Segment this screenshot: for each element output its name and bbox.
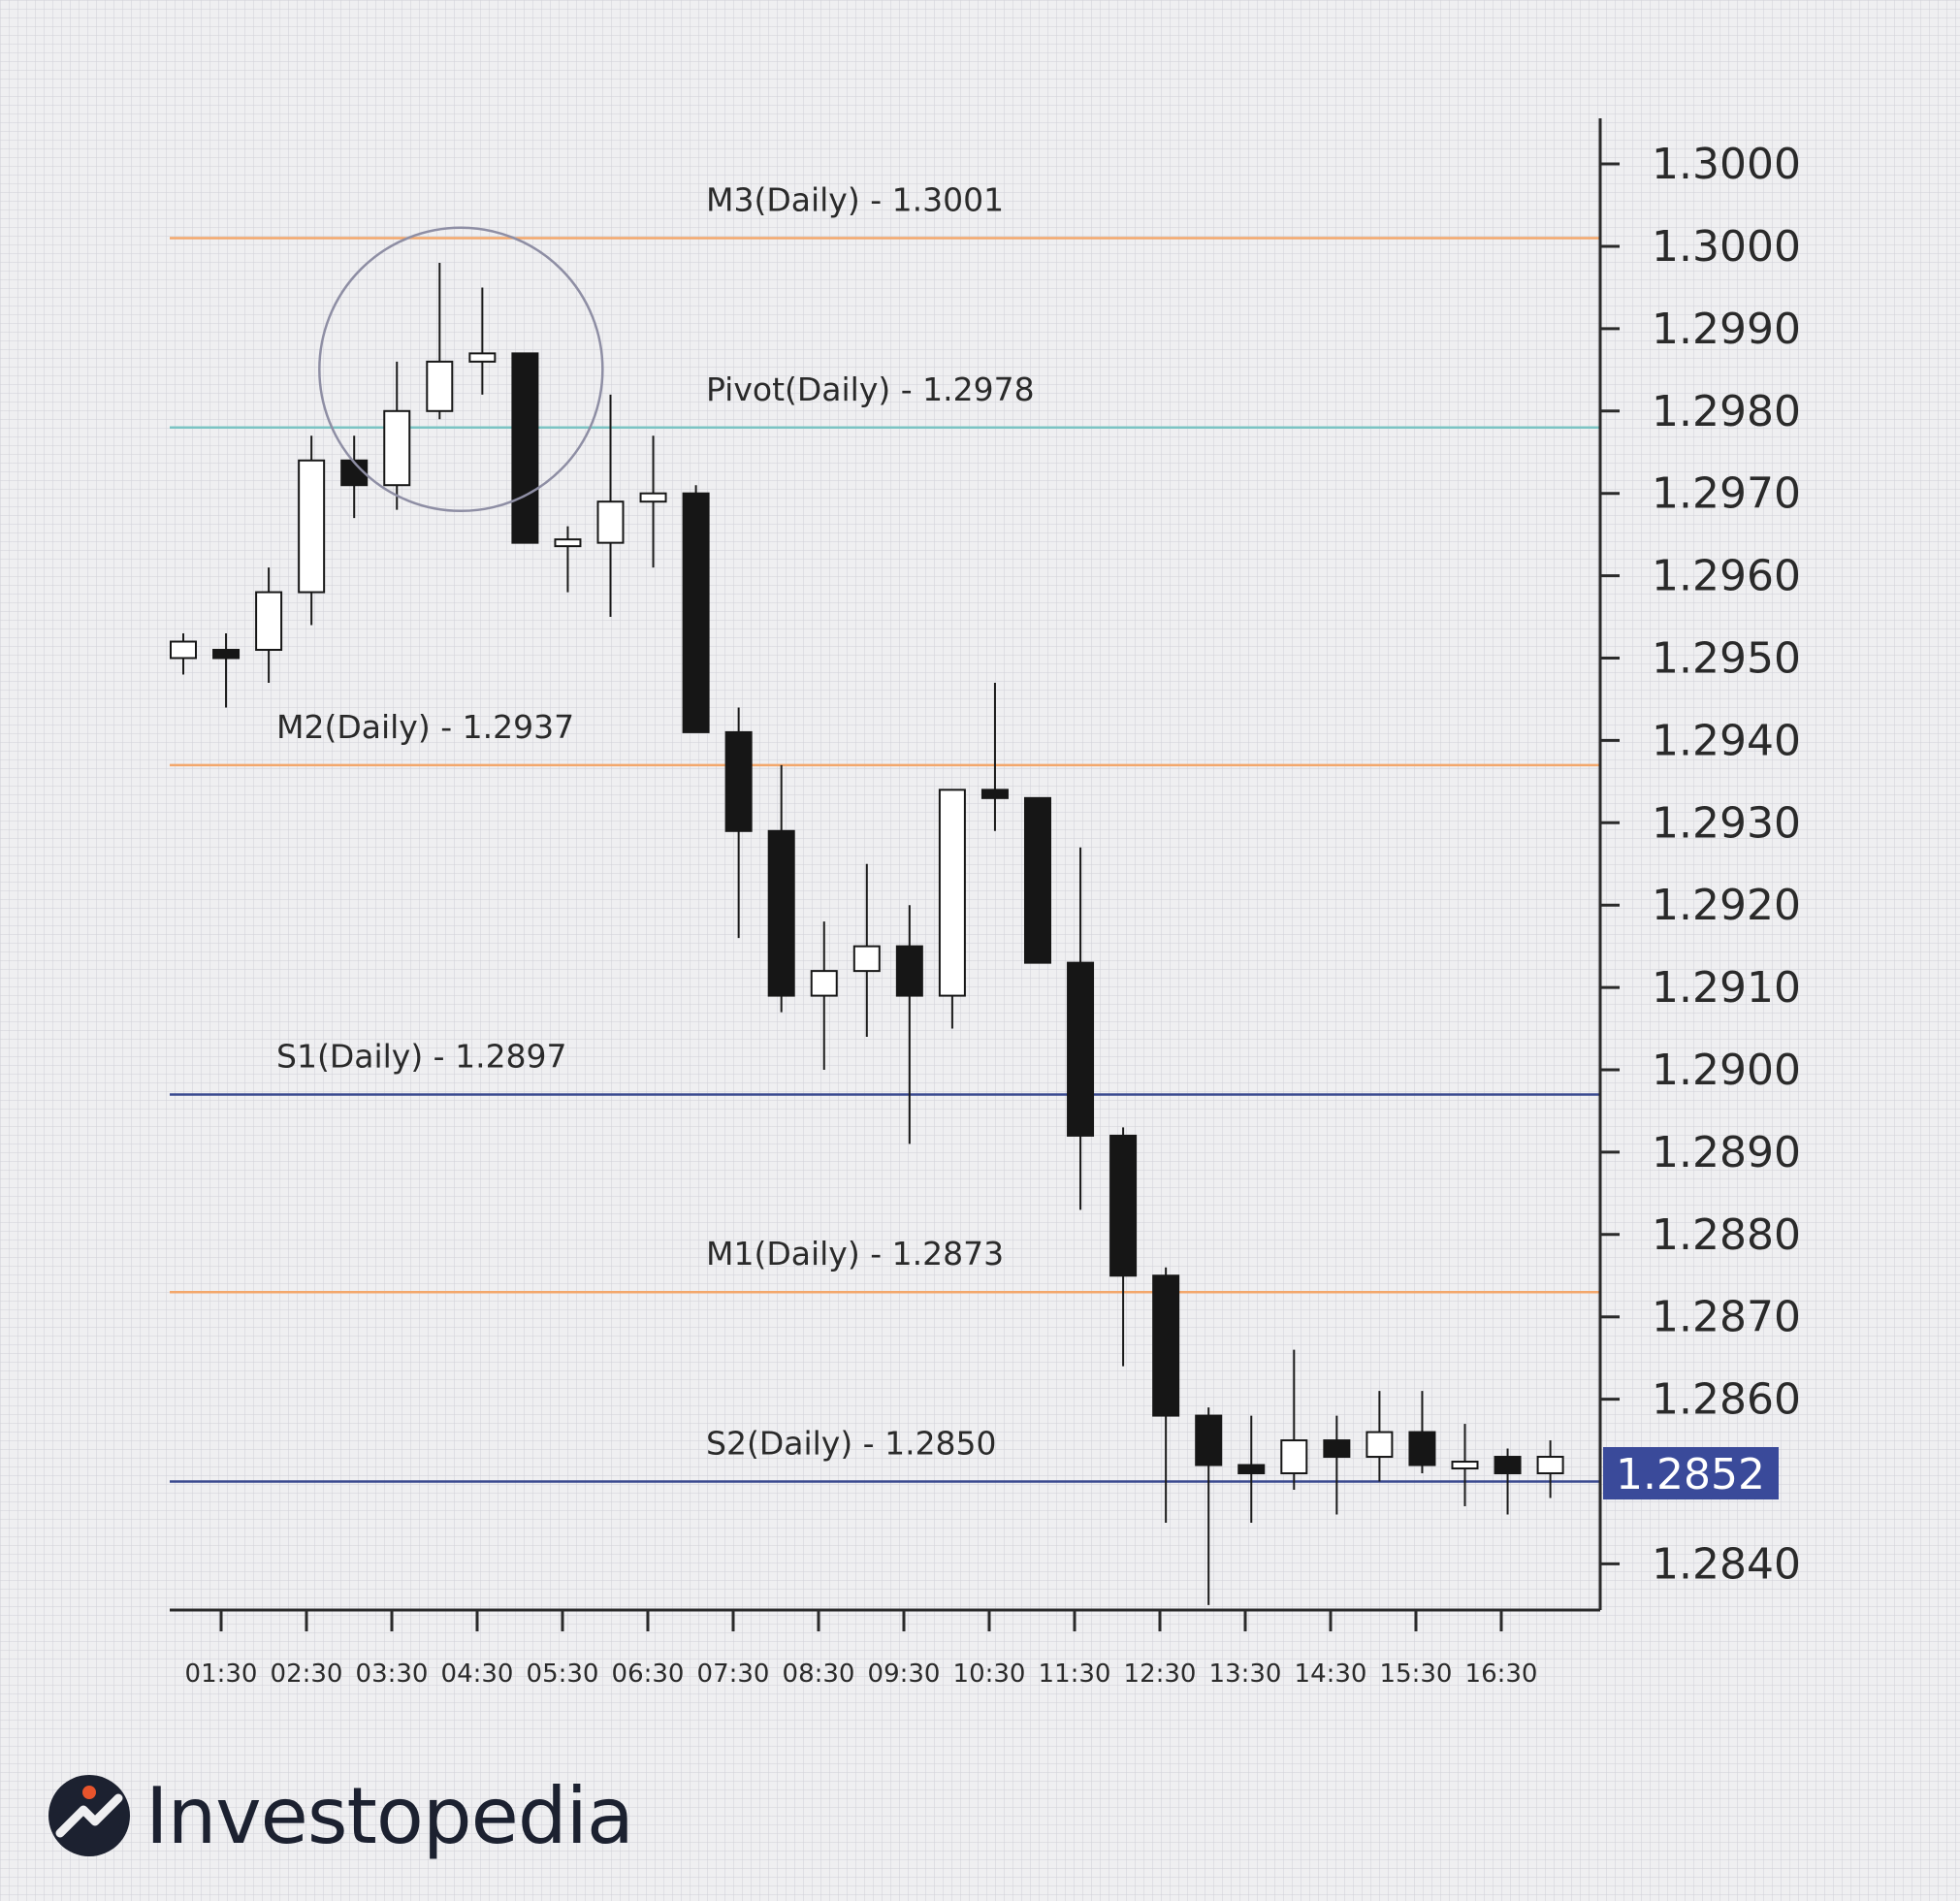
candle-body: [170, 640, 197, 660]
candle-body: [1323, 1439, 1351, 1459]
candle-body: [298, 459, 326, 594]
y-tick-label: 1.2970: [1652, 469, 1801, 519]
brand-name: Investopedia: [145, 1770, 634, 1861]
y-tick-label: 1.2960: [1652, 552, 1801, 601]
candle-body: [1067, 961, 1095, 1137]
level-label: Pivot(Daily) - 1.2978: [706, 371, 1035, 408]
x-tick-label: 12:30: [1124, 1659, 1197, 1689]
candles: [170, 262, 1564, 1605]
candle-body: [1195, 1414, 1223, 1466]
current-price-label: 1.2852: [1616, 1450, 1765, 1499]
x-tick-label: 05:30: [527, 1659, 599, 1689]
investopedia-logo: Investopedia: [47, 1767, 634, 1864]
candle-body: [1366, 1431, 1394, 1459]
candle-body: [596, 500, 625, 544]
candle-body: [980, 789, 1009, 799]
candle-body: [255, 591, 283, 652]
highlight-circle-layer: [318, 226, 604, 513]
candle-body: [1451, 1461, 1479, 1470]
x-tick-label: 07:30: [697, 1659, 770, 1689]
candle-body: [724, 730, 753, 832]
x-tick-label: 10:30: [953, 1659, 1026, 1689]
y-tick-label: 1.3000: [1652, 140, 1801, 189]
x-tick-label: 03:30: [356, 1659, 429, 1689]
x-tick-label: 06:30: [612, 1659, 685, 1689]
y-tick-label: 1.3000: [1652, 222, 1801, 272]
y-tick-label: 1.2940: [1652, 716, 1801, 765]
x-tick-label: 11:30: [1039, 1659, 1111, 1689]
highlight-circle: [318, 226, 604, 513]
candle-body: [810, 970, 838, 997]
level-label: M1(Daily) - 1.2873: [706, 1235, 1004, 1273]
candle-body: [1408, 1431, 1436, 1466]
candle-body: [1494, 1456, 1522, 1475]
candle-body: [895, 945, 923, 997]
candle-body: [468, 352, 497, 363]
y-tick-label: 1.2870: [1652, 1293, 1801, 1342]
x-tick-label: 14:30: [1295, 1659, 1367, 1689]
candle-body: [511, 352, 539, 544]
y-tick-label: 1.2930: [1652, 798, 1801, 848]
level-label: M2(Daily) - 1.2937: [276, 708, 574, 746]
x-tick-label: 13:30: [1209, 1659, 1282, 1689]
y-tick-label: 1.2860: [1652, 1375, 1801, 1425]
axes: 1.3000 1.3000 1.2990 1.2980 1.2970 1.2960 1.29…: [170, 118, 1801, 1689]
candle-body: [639, 492, 667, 503]
y-tick-label: 1.2900: [1652, 1046, 1801, 1095]
candle-body: [1280, 1439, 1308, 1475]
x-tick-label: 04:30: [441, 1659, 514, 1689]
y-tick-label: 1.2950: [1652, 634, 1801, 684]
x-tick-label: 08:30: [783, 1659, 855, 1689]
candle-body: [554, 538, 582, 548]
y-tick-label: 1.2890: [1652, 1128, 1801, 1177]
candle-body: [1024, 796, 1051, 964]
y-tick-label: 1.2880: [1652, 1210, 1801, 1260]
candle-body: [426, 360, 454, 412]
candle-body: [767, 829, 795, 997]
level-label: S1(Daily) - 1.2897: [276, 1037, 567, 1075]
y-tick-label: 1.2910: [1652, 963, 1801, 1013]
candle-body: [938, 789, 966, 997]
current-price-box: [1603, 1447, 1779, 1500]
x-tick-label: 02:30: [271, 1659, 343, 1689]
candle-body: [852, 945, 881, 973]
candle-body: [383, 409, 411, 487]
y-tick-label: 1.2920: [1652, 881, 1801, 930]
candle-body: [1152, 1274, 1180, 1417]
pivot-levels: M3(Daily) - 1.3001 Pivot(Daily) - 1.2978 M…: [170, 181, 1600, 1483]
level-label: M3(Daily) - 1.3001: [706, 181, 1004, 219]
candle-body: [1237, 1464, 1266, 1475]
y-tick-label: 1.2990: [1652, 305, 1801, 354]
y-tick-label: 1.2980: [1652, 387, 1801, 436]
candlestick-chart: M3(Daily) - 1.3001 Pivot(Daily) - 1.2978 M…: [170, 118, 1801, 1689]
x-tick-label: 09:30: [868, 1659, 941, 1689]
x-tick-label: 15:30: [1380, 1659, 1453, 1689]
candle-body: [1109, 1134, 1138, 1277]
y-tick-label: 1.2840: [1652, 1539, 1801, 1589]
investopedia-logo-icon: [48, 1775, 130, 1856]
x-tick-label: 01:30: [185, 1659, 258, 1689]
level-label: S2(Daily) - 1.2850: [706, 1425, 997, 1463]
candle-body: [212, 649, 241, 660]
candle-body: [682, 492, 710, 733]
x-tick-label: 16:30: [1465, 1659, 1538, 1689]
candle-body: [1536, 1456, 1564, 1475]
